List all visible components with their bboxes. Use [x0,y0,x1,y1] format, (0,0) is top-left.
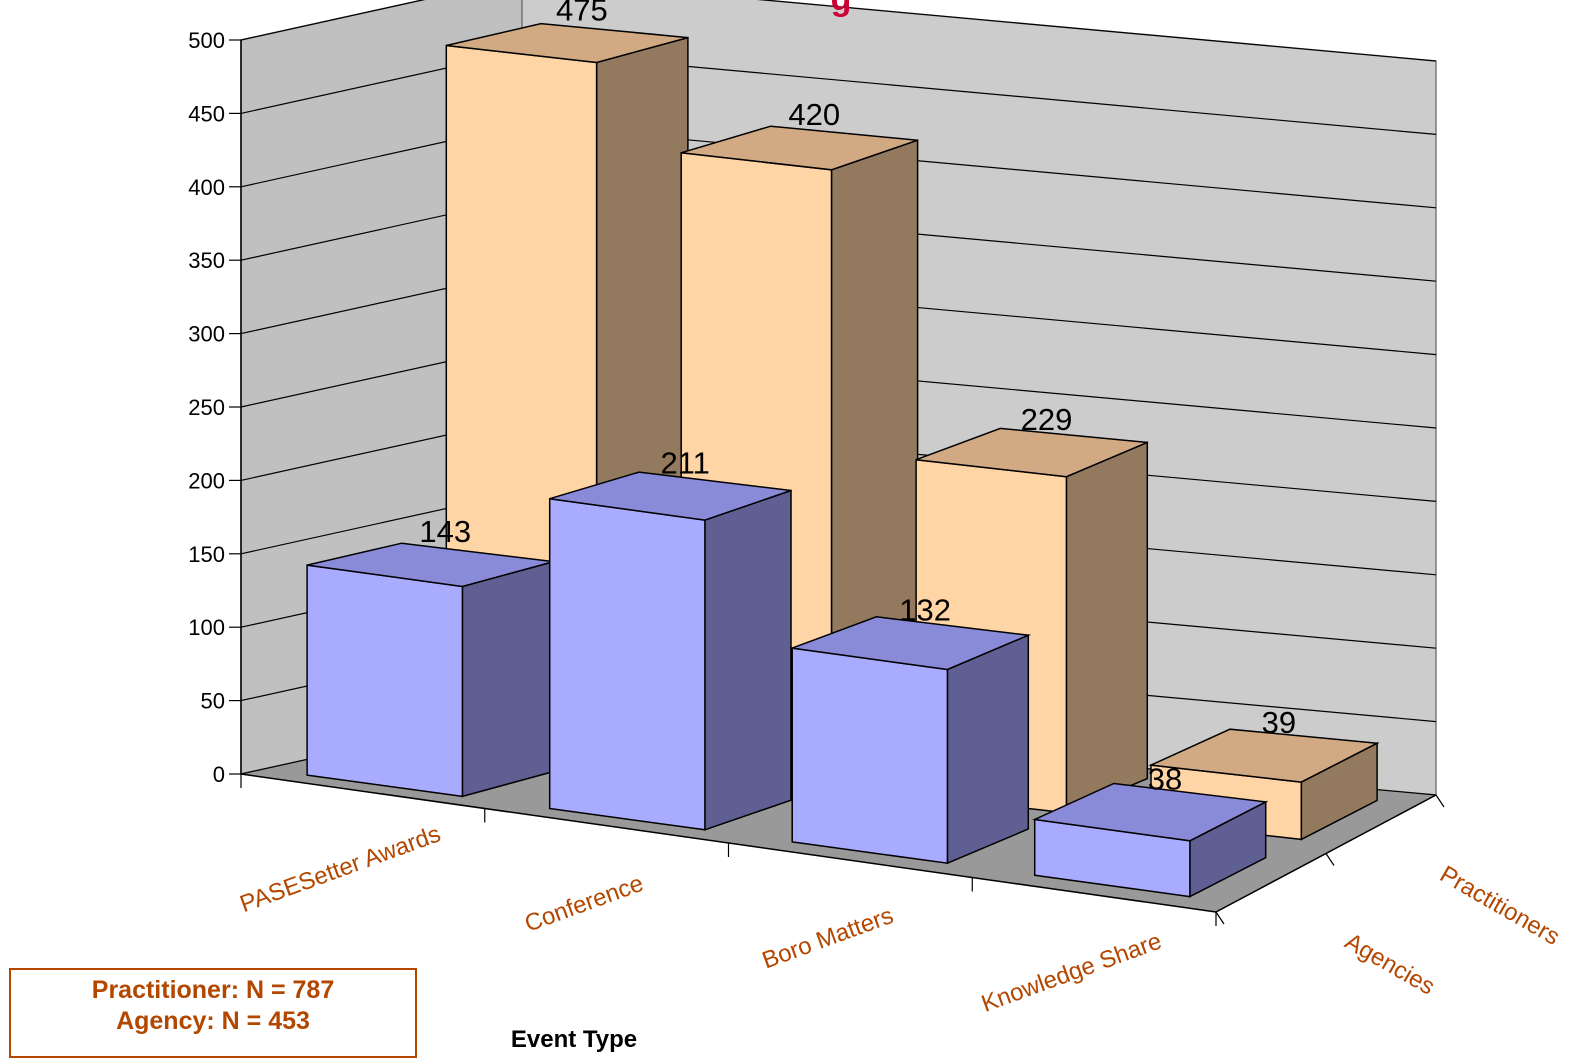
series-label: Practitioners [1435,861,1564,951]
gridline [240,0,1437,62]
data-label: 229 [1021,402,1073,437]
x-axis-title: Event Type [511,1026,637,1053]
category-label: Conference [521,870,647,938]
y-tick-label: 250 [188,395,225,420]
bar-agencies-0 [306,542,555,798]
data-label: 211 [660,445,709,480]
chart-bars [306,22,1380,898]
series-label: Agencies [1340,928,1439,1001]
bar-front-face [791,647,949,865]
depth-tick-mark [1325,853,1335,866]
bar-top-face [680,125,918,171]
y-tick-label: 150 [188,542,225,567]
data-label: 475 [556,0,608,27]
bar-side-face [704,489,792,831]
category-label: PASESetter Awards [236,820,444,918]
sample-size-box: Practitioner: N = 787 Agency: N = 453 [9,968,417,1058]
bar-top-face [1148,728,1380,783]
y-tick-label: 350 [188,248,225,273]
bar-top-face [915,427,1148,478]
category-label: Knowledge Share [978,928,1165,1018]
data-label: 143 [419,514,471,549]
data-label: 420 [788,97,840,132]
y-tick-label: 0 [213,762,225,787]
bar-agencies-2 [791,616,1032,865]
bar-side-face [946,634,1030,865]
bar-side-face [1065,441,1149,814]
chart-title-fragment: g [831,0,852,18]
bar-front-face [306,564,464,798]
y-tick-label: 450 [188,101,225,126]
y-tick-label: 100 [188,615,225,640]
bar-top-face [549,471,792,521]
depth-tick-mark [1435,794,1445,808]
y-tick-label: 50 [201,689,225,714]
bar-front-face [548,497,706,831]
data-label: 132 [899,592,951,627]
bar-top-face [446,22,689,64]
y-tick-label: 200 [188,468,225,493]
y-tick-label: 400 [188,175,225,200]
agency-n-text: Agency: N = 453 [116,1007,310,1035]
y-tick-label: 300 [188,322,225,347]
y-tick-label: 500 [188,28,225,53]
data-label: 38 [1148,761,1182,796]
bar-side-face [461,560,555,798]
category-label: Boro Matters [759,902,897,974]
practitioner-n-text: Practitioner: N = 787 [91,976,335,1004]
bar-top-face [1032,782,1269,842]
bar-agencies-3 [1032,782,1269,898]
data-label: 39 [1262,705,1296,740]
bar-agencies-1 [548,471,792,831]
depth-tick-mark [1215,911,1225,925]
bar-top-face [791,616,1032,671]
